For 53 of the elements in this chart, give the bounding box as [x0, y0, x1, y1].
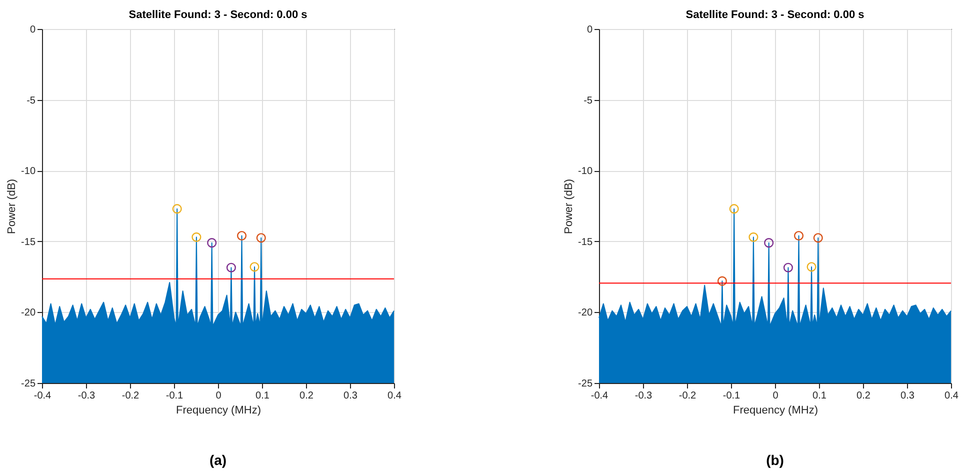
x-tick-label: -0.3 — [634, 390, 653, 402]
point — [783, 262, 793, 272]
point — [717, 276, 727, 286]
x-tick-label: -0.2 — [122, 390, 140, 402]
point — [256, 233, 266, 243]
x-tick-label: 0.4 — [388, 390, 402, 402]
y-tick-label: -5 — [26, 95, 36, 106]
text: (b) — [766, 452, 784, 468]
point — [764, 238, 774, 248]
point — [192, 232, 202, 242]
y-tick-label: -10 — [578, 166, 593, 178]
point — [748, 232, 758, 242]
x-tick-label: 0.2 — [300, 390, 314, 402]
point — [236, 230, 247, 241]
x-axis-title: Frequency (MHz) — [176, 404, 261, 416]
x-tick-label: -0.2 — [678, 390, 697, 402]
point — [172, 204, 182, 214]
y-tick-label: -20 — [21, 308, 36, 319]
y-tick-label: -5 — [584, 95, 593, 106]
point — [806, 262, 816, 272]
y-tick-label: -10 — [21, 166, 36, 178]
point — [250, 262, 260, 272]
x-tick-label: -0.1 — [722, 390, 741, 402]
y-tick-label: -25 — [578, 378, 593, 390]
x-tick-label: 0.1 — [256, 390, 270, 402]
x-tick-label: 0 — [216, 390, 222, 402]
x-tick-label: 0.3 — [900, 390, 915, 402]
x-tick-label: -0.4 — [590, 390, 609, 402]
x-tick-label: 0.2 — [856, 390, 871, 402]
point — [207, 238, 217, 248]
y-tick-label: -20 — [578, 308, 593, 319]
y-tick-label: -15 — [21, 236, 36, 248]
chart-title: Satellite Found: 3 - Second: 0.00 s — [128, 9, 308, 21]
point — [794, 230, 804, 241]
x-tick-label: 0.1 — [812, 390, 827, 402]
x-axis-title: Frequency (MHz) — [733, 404, 818, 416]
x-tick-label: -0.1 — [166, 390, 184, 402]
y-tick-label: -25 — [21, 378, 36, 390]
y-axis-title: Power (dB) — [6, 178, 18, 234]
chart-title: Satellite Found: 3 - Second: 0.00 s — [686, 9, 864, 21]
point — [813, 233, 823, 243]
y-tick-label: -15 — [578, 236, 593, 248]
x-tick-label: -0.4 — [34, 390, 52, 402]
y-tick-label: 0 — [30, 24, 36, 36]
y-tick-label: 0 — [586, 24, 593, 36]
text: (a) — [209, 452, 227, 468]
point — [226, 262, 236, 272]
y-axis-title: Power (dB) — [563, 178, 576, 234]
point — [729, 204, 739, 214]
x-tick-label: 0.3 — [344, 390, 358, 402]
x-tick-label: 0.4 — [944, 390, 959, 402]
x-tick-label: 0 — [772, 390, 779, 402]
x-tick-label: -0.3 — [78, 390, 96, 402]
